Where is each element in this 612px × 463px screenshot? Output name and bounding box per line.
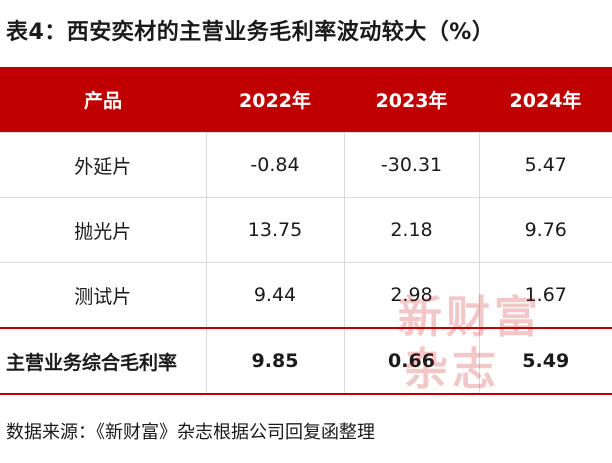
table-row: 测试片 9.44 2.98 1.67	[0, 262, 612, 328]
total-value-2024: 5.49	[479, 327, 612, 395]
table-header-row: 产品 2022年 2023年 2024年	[0, 67, 612, 133]
row-value-2022: -0.84	[206, 132, 345, 198]
table-row: 外延片 -0.84 -30.31 5.47	[0, 132, 612, 198]
header-2022: 2022年	[206, 67, 344, 133]
row-value-2024: 1.67	[479, 262, 612, 328]
header-2023: 2023年	[344, 67, 479, 133]
header-2024: 2024年	[479, 67, 612, 133]
source-note: 数据来源：《新财富》杂志根据公司回复函整理	[6, 422, 375, 443]
row-product-polished: 抛光片	[0, 197, 207, 263]
row-value-2023: 2.18	[344, 197, 480, 263]
header-product: 产品	[0, 67, 206, 133]
row-value-2022: 9.44	[206, 262, 345, 328]
row-product-test-wafer: 测试片	[0, 262, 207, 328]
row-value-2023: 2.98	[344, 262, 480, 328]
total-value-2023: 0.66	[344, 327, 480, 395]
total-label: 主营业务综合毛利率	[0, 327, 207, 395]
row-value-2022: 13.75	[206, 197, 345, 263]
total-row: 主营业务综合毛利率 9.85 0.66 5.49	[0, 327, 612, 395]
row-product-epitaxial: 外延片	[0, 132, 207, 198]
table-title: 表4：西安奕材的主营业务毛利率波动较大（%）	[6, 20, 495, 45]
row-value-2024: 9.76	[479, 197, 612, 263]
table-row: 抛光片 13.75 2.18 9.76	[0, 197, 612, 263]
row-value-2024: 5.47	[479, 132, 612, 198]
row-value-2023: -30.31	[344, 132, 480, 198]
total-value-2022: 9.85	[206, 327, 345, 395]
gross-margin-table: 产品 2022年 2023年 2024年 外延片 -0.84 -30.31 5.…	[0, 67, 612, 395]
